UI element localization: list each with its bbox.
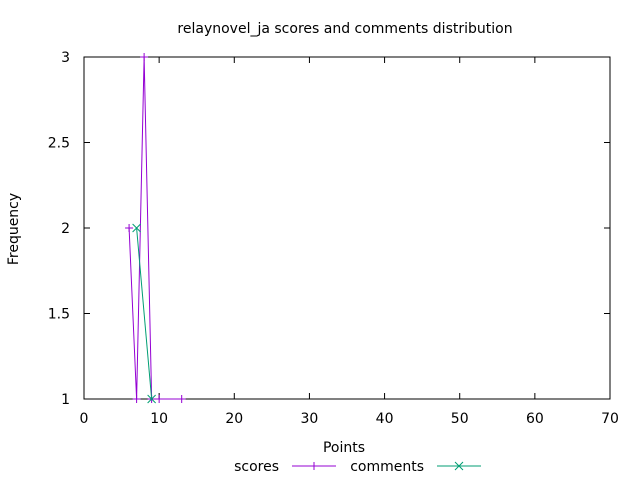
x-tick-label: 30 (301, 411, 319, 427)
plot-frame (83, 56, 611, 400)
legend-label: comments (350, 459, 424, 475)
x-axis-label: Points (323, 440, 365, 456)
y-tick-label: 1.5 (48, 307, 70, 323)
series-comments (132, 223, 156, 404)
comments-point (132, 223, 141, 233)
y-tick-label: 1 (61, 392, 70, 408)
x-tick-label: 50 (451, 411, 469, 427)
scores-point (132, 395, 141, 403)
legend-marker-scores (310, 462, 318, 470)
x-tick-label: 40 (376, 411, 394, 427)
legend: scores comments (234, 459, 481, 475)
scores-point (155, 395, 164, 403)
x-tick-label: 70 (601, 411, 619, 427)
axis-ticks: 0 10 20 30 40 50 60 70 1 1.5 2 2.5 3 (48, 50, 619, 427)
series-layer (125, 53, 186, 404)
x-tick-label: 20 (225, 411, 243, 427)
series-scores (125, 53, 186, 403)
comments-line (136, 227, 153, 400)
y-tick-label: 2 (61, 221, 70, 237)
x-tick-label: 10 (150, 411, 168, 427)
y-tick-label: 3 (61, 50, 70, 66)
legend-label: scores (234, 459, 279, 475)
scores-point (125, 224, 134, 232)
chart-title: relaynovel_ja scores and comments distri… (177, 21, 512, 37)
legend-marker-comments (454, 461, 464, 471)
comments-point (147, 394, 156, 404)
scores-point (140, 53, 149, 61)
y-tick-label: 2.5 (48, 136, 70, 152)
scores-point (177, 395, 186, 403)
y-axis-label: Frequency (6, 193, 22, 265)
x-tick-label: 0 (80, 411, 89, 427)
x-tick-label: 60 (526, 411, 544, 427)
